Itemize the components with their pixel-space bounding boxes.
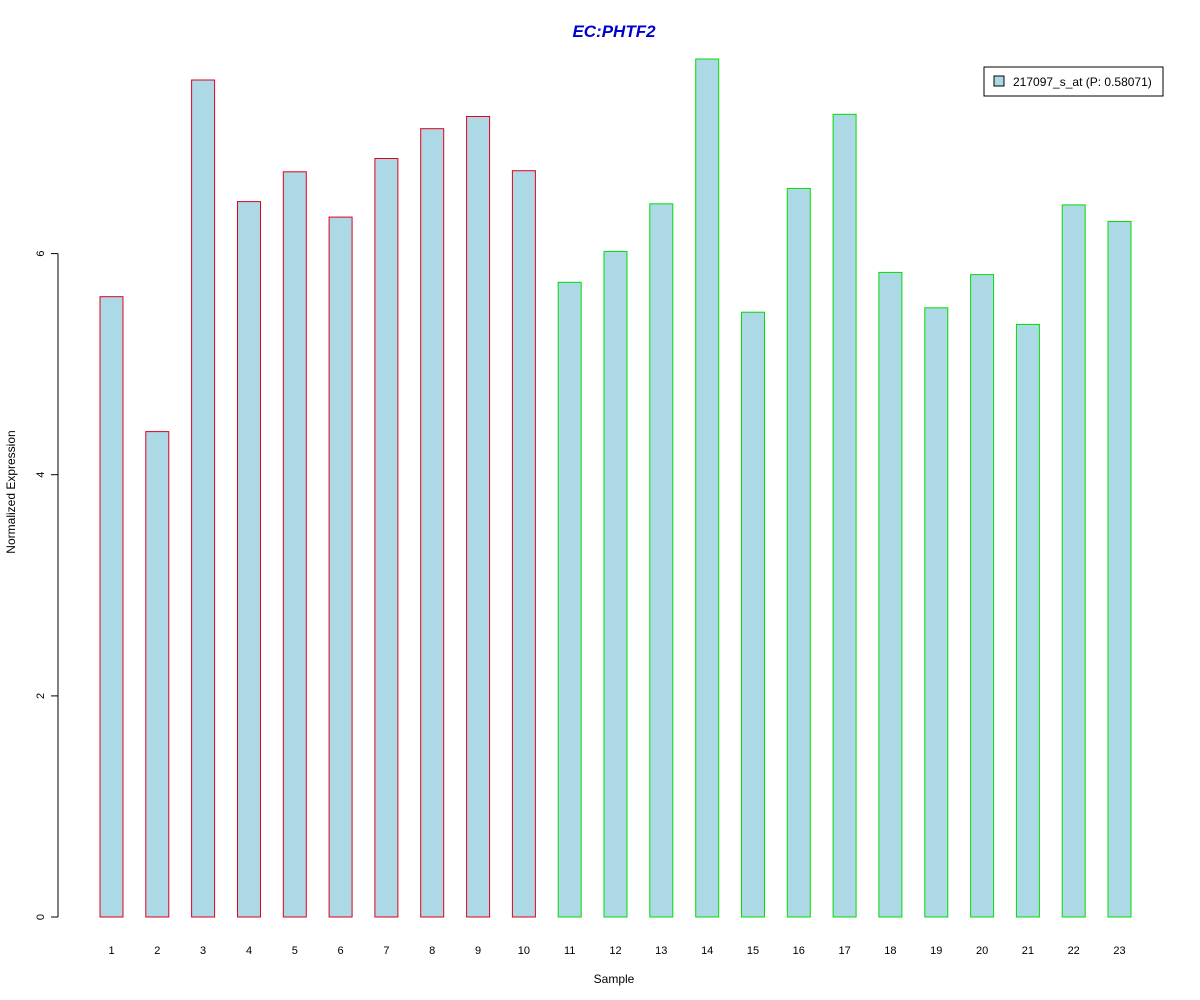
bar-sample-23 [1107, 221, 1132, 918]
bar-sample-14 [695, 58, 720, 918]
y-tick-label: 6 [35, 251, 47, 257]
x-tick-label: 10 [518, 945, 530, 957]
y-axis-label: Normalized Expression [4, 430, 18, 553]
x-tick-label: 2 [154, 945, 160, 957]
x-tick-label: 6 [338, 945, 344, 957]
bar-sample-7 [374, 158, 399, 918]
x-tick-label: 17 [838, 945, 850, 957]
bar-sample-11 [557, 281, 582, 918]
bar-sample-15 [741, 311, 765, 918]
bar-sample-21 [1015, 323, 1040, 918]
x-tick-label: 3 [200, 945, 206, 957]
x-tick-label: 23 [1113, 945, 1125, 957]
bar-sample-13 [649, 203, 674, 918]
y-tick-marks: 0 2 4 6 [35, 251, 58, 920]
bar-sample-6 [328, 216, 353, 918]
x-tick-labels: 1 2 3 4 5 6 7 8 9 10 11 12 13 14 15 16 17 18 19 20 21 22 23 [108, 945, 1125, 957]
x-tick-label: 9 [475, 945, 481, 957]
x-tick-label: 18 [884, 945, 896, 957]
bar-sample-19 [924, 307, 949, 918]
bar-sample-2 [145, 431, 170, 918]
x-tick-label: 12 [609, 945, 621, 957]
x-tick-label: 14 [701, 945, 713, 957]
legend-box [983, 66, 1164, 97]
x-tick-label: 21 [1022, 945, 1034, 957]
x-tick-label: 4 [246, 945, 252, 957]
x-tick-label: 20 [976, 945, 988, 957]
x-tick-label: 11 [564, 945, 575, 957]
bar-sample-4 [237, 201, 261, 918]
x-axis-label: Sample [594, 972, 635, 986]
legend-label: 217097_s_at (P: 0.58071) [1013, 75, 1152, 89]
y-axis: 0 2 4 6 [35, 251, 59, 920]
x-tick-label: 22 [1068, 945, 1080, 957]
bar-sample-16 [786, 187, 811, 918]
bar-sample-12 [603, 250, 628, 918]
x-tick-label: 8 [429, 945, 435, 957]
x-tick-label: 16 [793, 945, 805, 957]
bar-sample-8 [420, 128, 445, 918]
bar-sample-5 [282, 171, 307, 918]
bar-sample-17 [832, 113, 857, 918]
bar-sample-20 [970, 274, 995, 918]
bar-sample-1 [99, 296, 124, 918]
x-tick-label: 13 [655, 945, 667, 957]
bar-sample-3 [191, 79, 216, 918]
y-tick-label: 0 [35, 914, 47, 920]
x-tick-label: 7 [383, 945, 389, 957]
y-tick-label: 4 [35, 472, 47, 478]
bar-sample-22 [1061, 204, 1086, 918]
x-tick-label: 1 [108, 945, 114, 957]
x-tick-label: 15 [747, 945, 759, 957]
bars-layer [99, 58, 1132, 918]
legend: 217097_s_at (P: 0.58071) [983, 66, 1164, 97]
legend-swatch [993, 75, 1005, 87]
x-tick-label: 5 [292, 945, 298, 957]
bar-sample-9 [466, 116, 491, 918]
y-tick-label: 2 [35, 693, 47, 699]
bar-sample-10 [511, 170, 536, 918]
chart-title: EC:PHTF2 [572, 22, 656, 41]
x-tick-label: 19 [930, 945, 942, 957]
bar-sample-18 [878, 271, 903, 918]
